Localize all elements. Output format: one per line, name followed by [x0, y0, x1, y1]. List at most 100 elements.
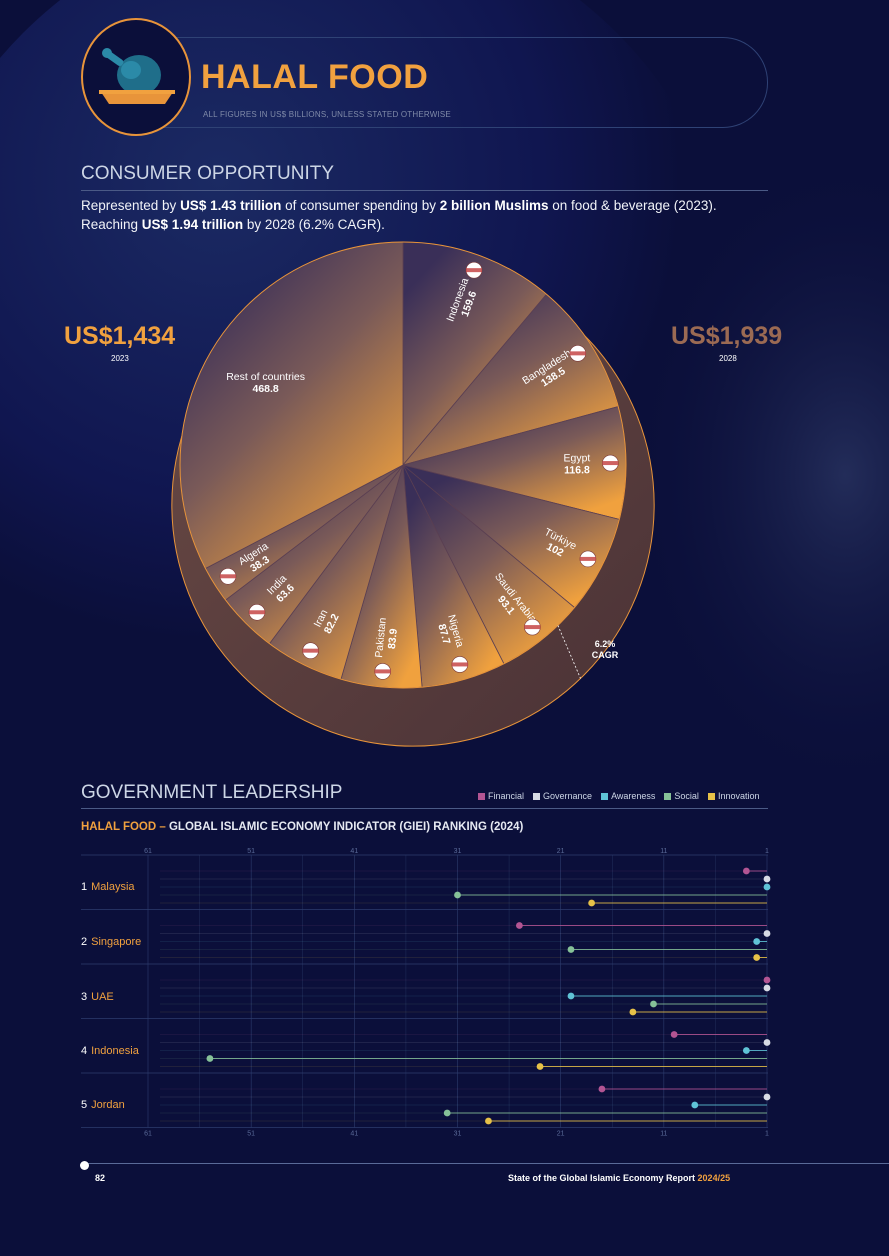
x-tick-label-bottom: 51 [247, 1131, 255, 1138]
consumer-intro: Represented by US$ 1.43 trillion of cons… [81, 196, 717, 234]
flag-stripe [579, 556, 596, 561]
rank-dot-financial [598, 1085, 606, 1093]
x-tick-label-top: 51 [247, 848, 255, 855]
country-name: Singapore [91, 936, 142, 948]
value-2023: US$1,434 [64, 322, 176, 350]
x-tick-label-top: 61 [144, 848, 152, 855]
rank-number: 3 [81, 991, 88, 1003]
cagr-value: 6.2% [595, 639, 616, 649]
country-row-label: 5 Jordan [81, 1099, 125, 1111]
report-year: 2024/25 [697, 1173, 731, 1183]
rank-dot-awareness [763, 883, 771, 891]
rank-dot-governance [763, 930, 771, 937]
rank-dot-innovation [753, 954, 761, 961]
rank-dot-financial [742, 867, 750, 875]
rank-dot-awareness [567, 992, 575, 1000]
flag-stripe [374, 669, 391, 674]
cagr-connector [557, 625, 581, 679]
country-name: Malaysia [91, 881, 135, 893]
divider [81, 190, 768, 191]
footer-rule [85, 1163, 889, 1164]
x-tick-label-bottom: 1 [765, 1131, 769, 1138]
rank-dot-financial [763, 976, 771, 984]
x-tick-label-bottom: 31 [454, 1131, 462, 1138]
rank-number: 5 [81, 1099, 88, 1111]
intro-text: on food & beverage (2023). [548, 198, 717, 213]
legend-label: Financial [488, 791, 525, 801]
flag-stripe [602, 461, 619, 466]
pie-2023-border [179, 241, 627, 689]
x-tick-label-top: 41 [350, 848, 358, 855]
cagr-text: CAGR [592, 650, 619, 660]
intro-bold: US$ 1.94 trillion [141, 217, 244, 232]
country-row-label: 3 UAE [81, 991, 114, 1003]
pie-label: Pakistan83.9 [373, 617, 401, 660]
rank-dot-financial [670, 1031, 678, 1038]
legend-label: Governance [543, 791, 593, 801]
rank-dot-social [454, 891, 461, 899]
flag-stripe [248, 610, 265, 615]
roast-chicken-icon [99, 48, 175, 104]
intro-bold: 2 billion Muslims [439, 198, 549, 213]
pie-label: Egypt 116.8 [563, 452, 590, 476]
legend-label: Social [674, 791, 699, 801]
x-tick-label-top: 11 [660, 848, 667, 855]
page-title: HALAL FOOD [201, 58, 429, 96]
legend-label: Awareness [611, 791, 656, 801]
intro-text: Reaching [81, 217, 142, 232]
rank-dot-social [650, 1000, 657, 1008]
intro-text: by 2028 (6.2% CAGR). [243, 217, 385, 232]
legend-awareness: Awareness [601, 791, 655, 801]
report-name: State of the Global Islamic Economy Repo… [508, 1173, 698, 1183]
rank-dot-social [567, 946, 575, 953]
intro-text: of consumer spending by [281, 198, 440, 213]
x-tick-label-top: 1 [765, 848, 769, 855]
government-section-title: GOVERNMENT LEADERSHIP [81, 782, 343, 803]
country-name: UAE [91, 991, 114, 1003]
x-tick-label-bottom: 11 [660, 1131, 667, 1138]
rank-dot-governance [763, 875, 771, 883]
rank-dot-innovation [588, 899, 596, 907]
pie-value-label: 87.7 [435, 623, 452, 646]
rank-number: 2 [81, 936, 88, 948]
flag-stripe [524, 625, 541, 630]
pie-value-label: 83.9 [386, 628, 400, 650]
pie-label: Rest of countries 468.8 [226, 371, 305, 395]
pie-value-label: 468.8 [252, 383, 278, 395]
chart-title-prefix: HALAL FOOD [81, 821, 157, 833]
legend-innovation: Innovation [707, 791, 760, 801]
pie-category-label: Rest of countries [226, 371, 305, 383]
rank-dot-social [206, 1055, 214, 1062]
value-2028: US$1,939 [671, 322, 783, 350]
rank-dot-awareness [753, 938, 761, 945]
footer-dot-icon [80, 1161, 89, 1170]
footer-title: State of the Global Islamic Economy Repo… [508, 1173, 730, 1183]
year-2028: 2028 [719, 354, 737, 363]
rank-number: 1 [81, 881, 88, 893]
rank-dot-awareness [691, 1101, 699, 1109]
country-name: Indonesia [91, 1045, 139, 1057]
rank-dot-social [443, 1109, 451, 1117]
chart-title-text: GLOBAL ISLAMIC ECONOMY INDICATOR (GIEI) … [168, 821, 524, 833]
page-number: 82 [95, 1173, 106, 1183]
pie-category-label: Egypt [563, 452, 590, 464]
chart-title-dash: – [156, 821, 169, 833]
rank-dot-awareness [742, 1047, 750, 1054]
country-row-label: 1 Malaysia [81, 881, 135, 893]
country-name: Jordan [91, 1099, 125, 1111]
legend-governance: Governance [533, 791, 592, 801]
legend-label: Innovation [717, 791, 760, 801]
flag-stripe [569, 351, 586, 356]
flag-stripe [302, 648, 319, 653]
legend-social: Social [664, 791, 699, 801]
country-row-label: 4 Indonesia [81, 1045, 139, 1057]
rank-dot-governance [763, 1093, 771, 1101]
giei-chart-title: HALAL FOOD – GLOBAL ISLAMIC ECONOMY INDI… [81, 821, 523, 833]
x-tick-label-bottom: 21 [557, 1131, 565, 1138]
rank-dot-financial [516, 922, 523, 929]
year-2023: 2023 [111, 354, 129, 363]
pie-category-label: Pakistan [373, 617, 389, 658]
divider [81, 808, 768, 809]
